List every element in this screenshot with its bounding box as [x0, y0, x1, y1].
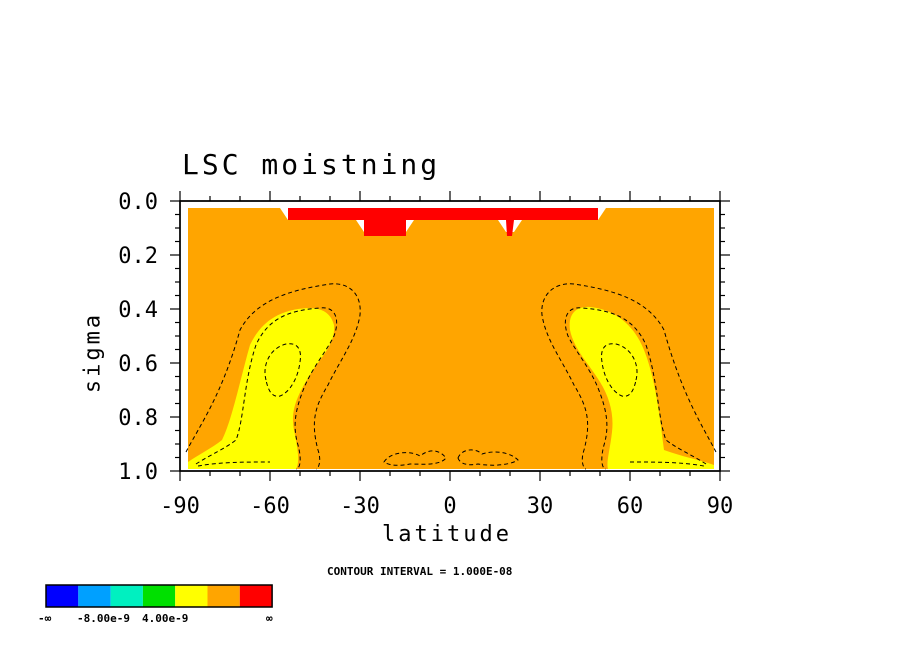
- contour-lines: [185, 283, 717, 470]
- x-axis-label: latitude: [382, 522, 512, 547]
- x-tick-label: -60: [250, 494, 290, 519]
- x-tick-label: -30: [340, 494, 380, 519]
- colorbar-swatch: [46, 585, 79, 607]
- red-top-band: [288, 208, 598, 236]
- y-tick-label: 0.8: [118, 406, 158, 431]
- colorbar-swatch: [78, 585, 111, 607]
- x-tick-label: 60: [617, 494, 644, 519]
- yellow-north: [569, 306, 714, 469]
- colorbar: [45, 584, 273, 608]
- y-tick-label: 0.2: [118, 244, 158, 269]
- x-tick-label: 30: [527, 494, 554, 519]
- y-tick-labels: 0.0 0.2 0.4 0.6 0.8 1.0: [118, 190, 158, 485]
- colorbar-swatch: [239, 585, 273, 607]
- x-tick-label: 0: [443, 494, 456, 519]
- colorbar-swatch: [175, 585, 208, 607]
- y-tick-label: 1.0: [118, 460, 158, 485]
- orange-field: [188, 208, 714, 469]
- colorbar-label-neg8: -8.00e-9: [77, 612, 130, 625]
- y-axis-label: sigma: [80, 311, 106, 394]
- y-tick-label: 0.6: [118, 352, 158, 377]
- colorbar-label-pos-inf: ∞: [266, 612, 273, 625]
- x-tick-labels: -90 -60 -30 0 30 60 90: [160, 494, 733, 519]
- colorbar-label-neg-inf: -∞: [38, 612, 52, 625]
- yellow-south: [188, 308, 335, 469]
- colorbar-swatch: [142, 585, 176, 607]
- colorbar-swatch: [110, 585, 143, 607]
- x-axis-ticks: [179, 191, 721, 481]
- colorbar-swatch: [207, 585, 240, 607]
- colorbar-label-4: 4.00e-9: [142, 612, 189, 625]
- y-tick-label: 0.4: [118, 298, 158, 323]
- y-axis-ticks: [170, 200, 730, 472]
- x-tick-label: 90: [707, 494, 734, 519]
- y-tick-label: 0.0: [118, 190, 158, 215]
- x-tick-label: -90: [160, 494, 200, 519]
- chart-title: LSC moistning: [182, 148, 441, 181]
- colorbar-frame: [45, 584, 273, 608]
- contour-interval-text: CONTOUR INTERVAL = 1.000E-08: [327, 565, 513, 578]
